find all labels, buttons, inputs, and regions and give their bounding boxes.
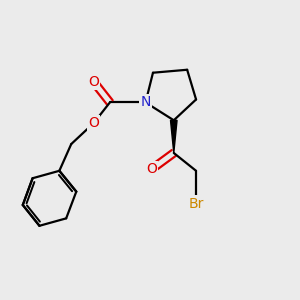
Text: O: O [146,162,157,176]
Text: O: O [88,116,99,130]
Text: N: N [140,95,151,110]
Text: O: O [88,75,99,88]
Text: Br: Br [188,196,204,211]
Polygon shape [170,120,177,153]
